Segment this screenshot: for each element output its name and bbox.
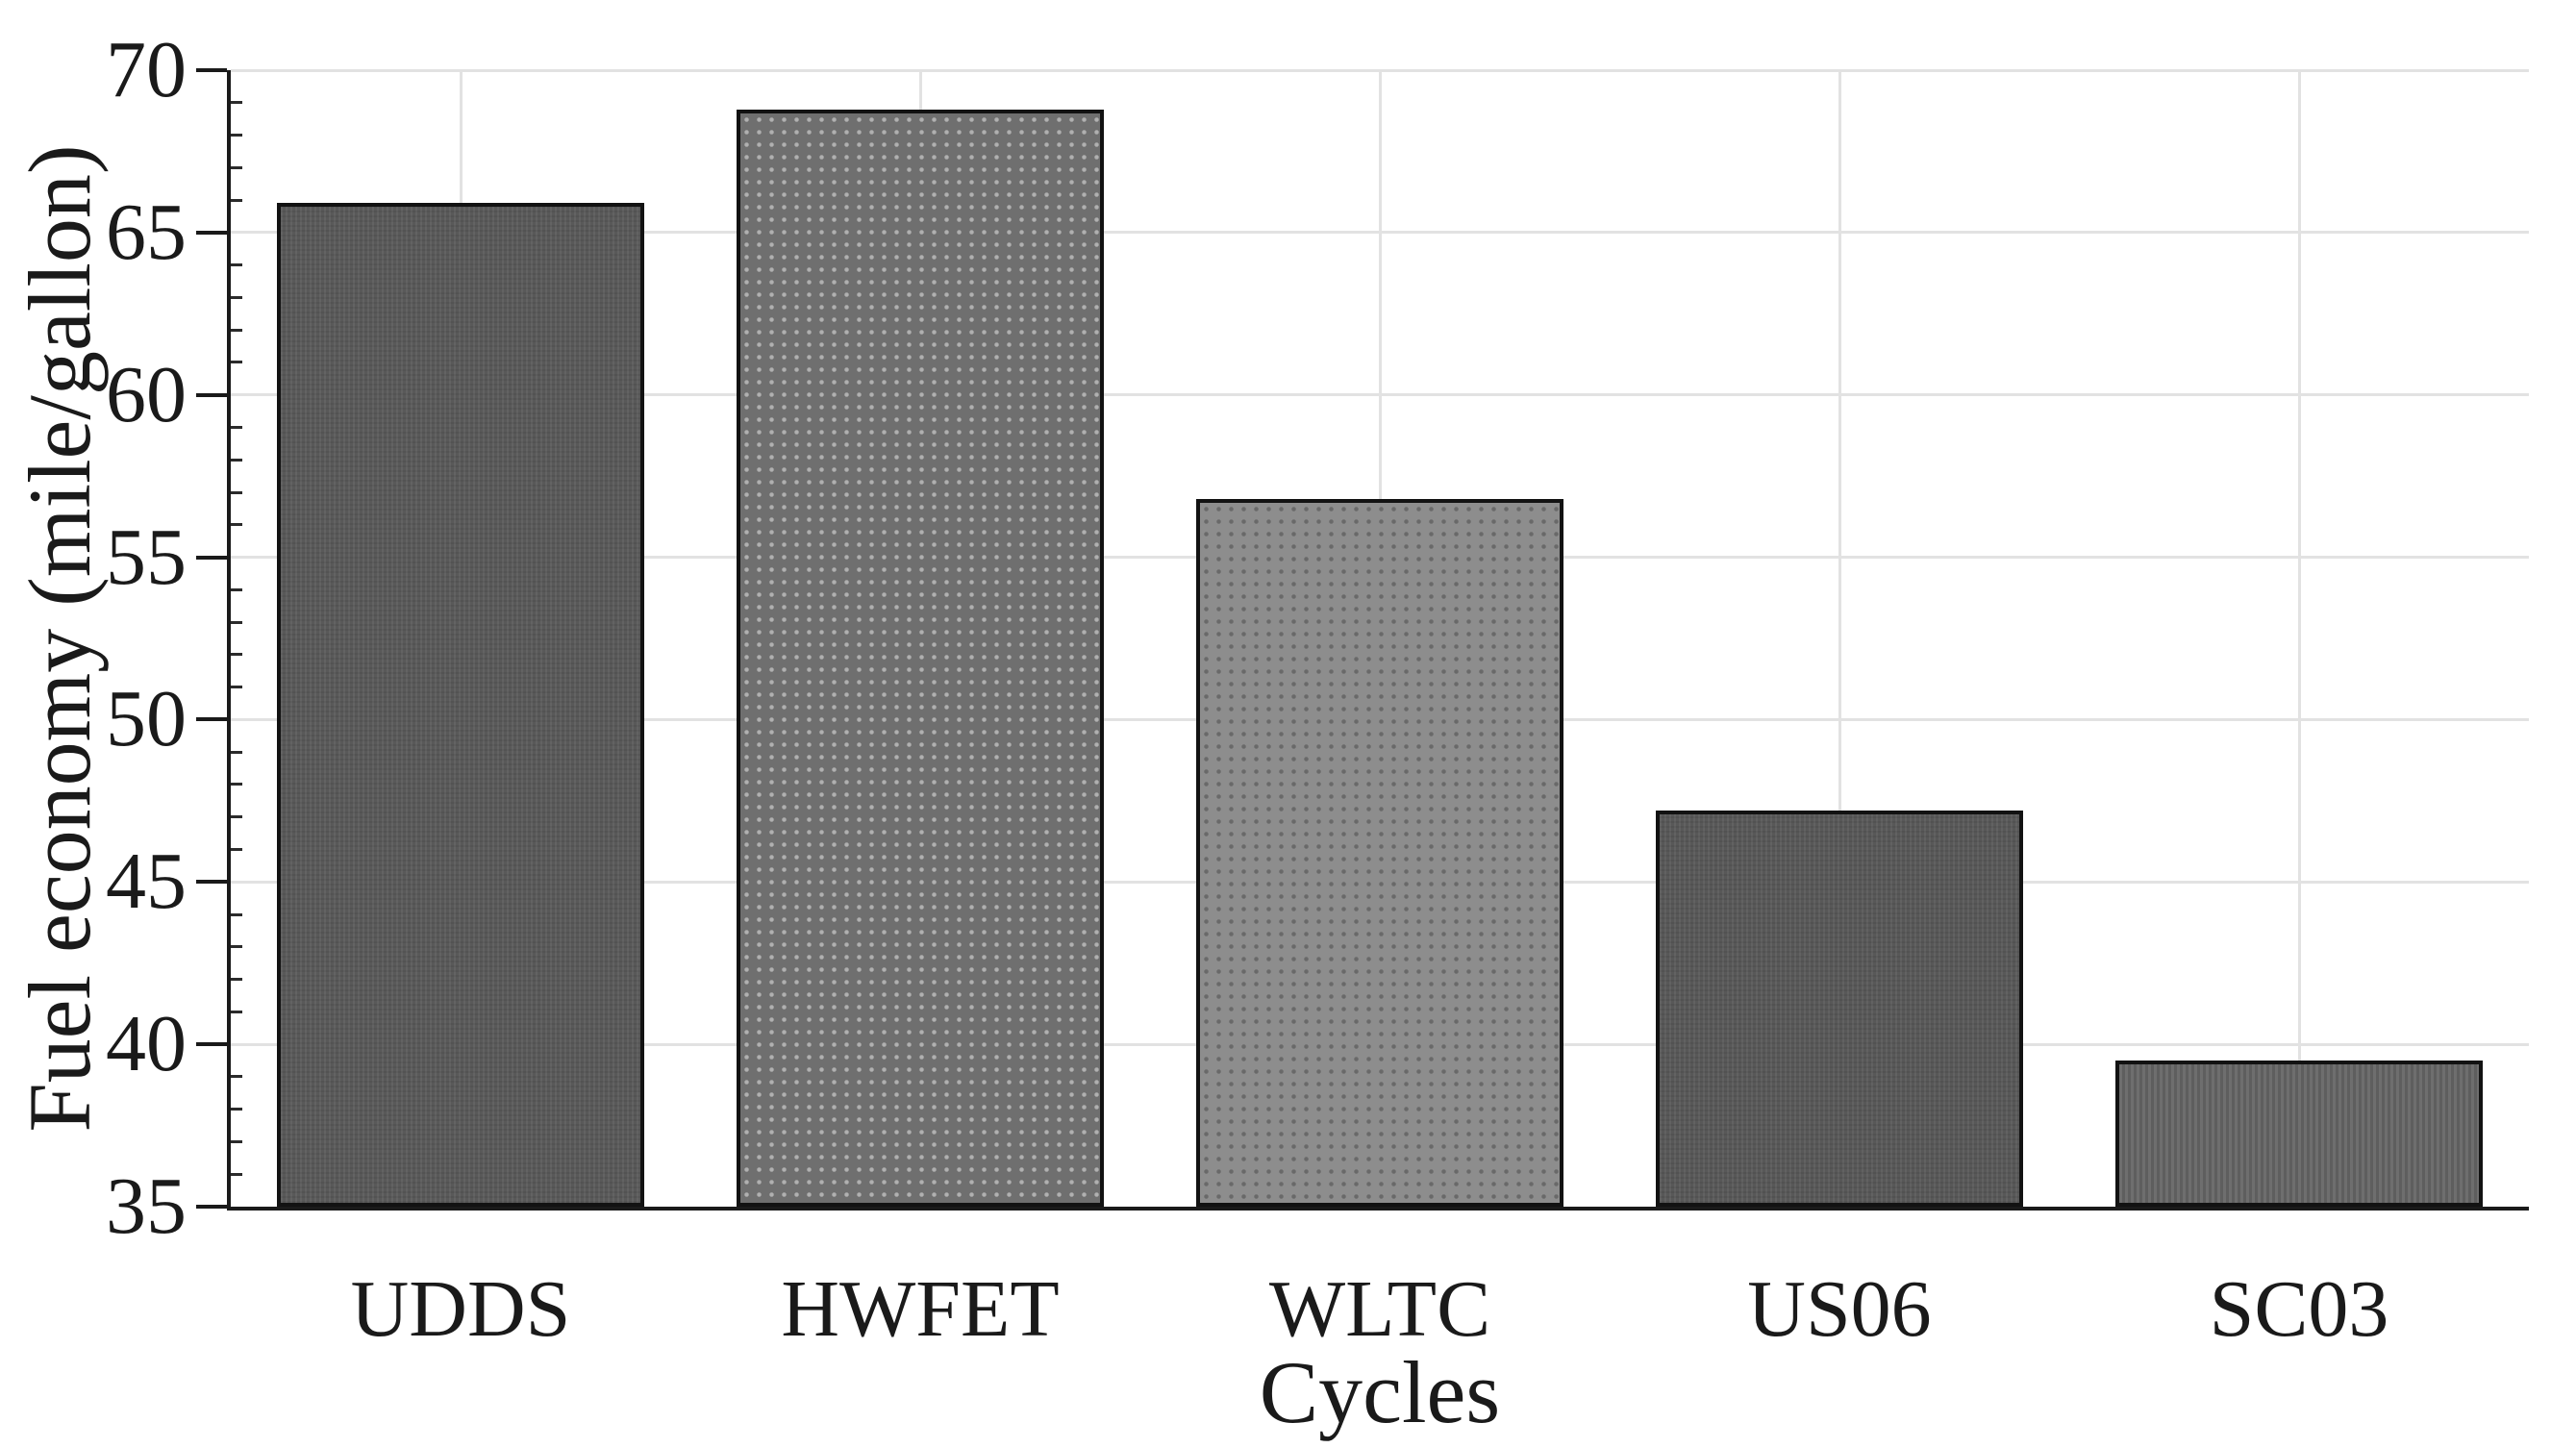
x-tick-label-hwfet: HWFET	[781, 1264, 1060, 1354]
y-minor-tick-63	[231, 295, 242, 299]
y-tick-65	[196, 230, 227, 235]
y-minor-tick-61	[231, 361, 242, 364]
x-tick-labels: UDDS HWFET WLTC US06 SC03	[231, 1269, 2529, 1375]
bar-hwfet	[736, 109, 1105, 1207]
y-minor-tick-58	[231, 458, 242, 462]
x-tick-label-sc03: SC03	[2209, 1264, 2389, 1354]
y-minor-tick-62	[231, 328, 242, 332]
y-minor-tick-51	[231, 686, 242, 689]
bar-sc03	[2114, 1061, 2484, 1207]
y-tick-label-40: 40	[106, 999, 187, 1089]
y-minor-tick-64	[231, 263, 242, 267]
y-minor-tick-56	[231, 523, 242, 527]
y-minor-tick-49	[231, 750, 242, 754]
bar-us06	[1655, 811, 2024, 1207]
y-tick-45	[196, 880, 227, 885]
y-tick-label-70: 70	[106, 25, 187, 114]
y-minor-tick-43	[231, 945, 242, 949]
y-minor-tick-46	[231, 848, 242, 852]
x-gridline-sc03	[2297, 70, 2301, 1207]
y-minor-tick-44	[231, 912, 242, 916]
y-minor-tick-69	[231, 101, 242, 105]
y-minor-tick-54	[231, 587, 242, 591]
x-axis-label: Cycles	[1259, 1343, 1501, 1441]
y-tick-50	[196, 717, 227, 722]
y-tick-40	[196, 1042, 227, 1047]
y-minor-tick-57	[231, 490, 242, 494]
y-tick-label-45: 45	[106, 836, 187, 927]
y-tick-70	[196, 68, 227, 72]
bar-udds	[276, 203, 645, 1207]
y-minor-tick-59	[231, 426, 242, 429]
x-tick-label-wltc: WLTC	[1268, 1264, 1491, 1354]
y-minor-tick-36	[231, 1172, 242, 1176]
y-minor-tick-66	[231, 198, 242, 202]
y-minor-tick-41	[231, 1010, 242, 1013]
y-minor-tick-53	[231, 620, 242, 624]
y-tick-label-60: 60	[106, 349, 187, 439]
x-tick-label-us06: US06	[1747, 1264, 1932, 1354]
y-minor-tick-67	[231, 165, 242, 169]
y-minor-tick-38	[231, 1108, 242, 1111]
y-tick-55	[196, 555, 227, 560]
y-minor-tick-39	[231, 1075, 242, 1079]
plot-area: 35 40 45 50 55 60 65 70	[106, 30, 2529, 1247]
y-tick-label-65: 65	[106, 187, 187, 277]
y-axis-label: Fuel economy (mile/gallon)	[11, 144, 109, 1133]
y-minor-tick-52	[231, 653, 242, 657]
y-minor-tick-47	[231, 815, 242, 819]
y-minor-tick-48	[231, 783, 242, 786]
y-minor-tick-68	[231, 134, 242, 137]
y-minor-tick-42	[231, 978, 242, 982]
x-gridline-us06	[1838, 70, 1841, 1207]
y-tick-label-55: 55	[106, 512, 187, 602]
y-tick-35	[196, 1205, 227, 1209]
y-tick-label-35: 35	[106, 1161, 187, 1251]
y-tick-60	[196, 392, 227, 397]
y-tick-label-50: 50	[106, 674, 187, 764]
x-tick-label-udds: UDDS	[350, 1264, 571, 1354]
bar-wltc	[1195, 498, 1564, 1207]
y-minor-tick-37	[231, 1139, 242, 1143]
